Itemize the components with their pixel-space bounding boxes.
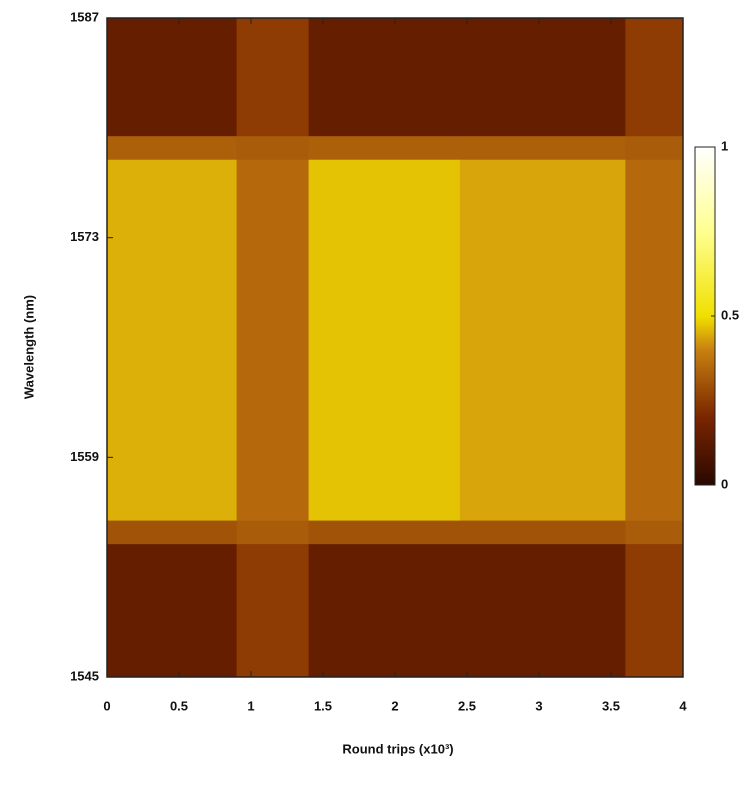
colorbar-tick-label: 0.5	[721, 307, 739, 322]
y-tick-label: 1573	[70, 229, 99, 244]
y-axis-label: Wavelength (nm)	[21, 295, 36, 399]
x-tick-label: 1	[247, 698, 254, 713]
heatmap-cell	[107, 18, 238, 137]
heatmap-cell	[308, 135, 461, 160]
heatmap-cell	[236, 543, 310, 678]
heatmap-cell	[107, 543, 238, 678]
heatmap-cell	[625, 520, 684, 545]
heatmap-cell	[236, 159, 310, 521]
heatmap-cell	[459, 18, 626, 137]
heatmap-cell	[625, 18, 684, 137]
heatmap-cell	[107, 135, 238, 160]
heatmap-cell	[308, 159, 461, 521]
x-tick-label: 2.5	[458, 698, 476, 713]
heatmap-cell	[236, 135, 310, 160]
y-tick-label: 1587	[70, 9, 99, 24]
heatmap-cell	[625, 159, 684, 521]
heatmap-cell	[459, 543, 626, 678]
colorbar-tick-label: 0	[721, 476, 728, 491]
heatmap-cell	[459, 159, 626, 521]
x-tick-label: 0	[103, 698, 110, 713]
heatmap-cell	[236, 520, 310, 545]
heatmap-cell	[236, 18, 310, 137]
x-tick-label: 2	[391, 698, 398, 713]
heatmap-cell	[107, 159, 238, 521]
heatmap-cell	[459, 135, 626, 160]
heatmap-cell	[459, 520, 626, 545]
x-tick-label: 0.5	[170, 698, 188, 713]
x-axis-label: Round trips (x10³)	[342, 741, 453, 756]
heatmap-cell	[308, 18, 461, 137]
x-tick-label: 3.5	[602, 698, 620, 713]
heatmap-cell	[625, 135, 684, 160]
y-tick-label: 1545	[70, 668, 99, 683]
heatmap-cell	[625, 543, 684, 678]
heatmap-cell	[107, 520, 238, 545]
heatmap-cell	[308, 543, 461, 678]
x-tick-label: 4	[679, 698, 687, 713]
heatmap-cell	[308, 520, 461, 545]
y-tick-label: 1559	[70, 449, 99, 464]
x-tick-label: 3	[535, 698, 542, 713]
x-tick-label: 1.5	[314, 698, 332, 713]
colorbar-tick-label: 1	[721, 138, 728, 153]
